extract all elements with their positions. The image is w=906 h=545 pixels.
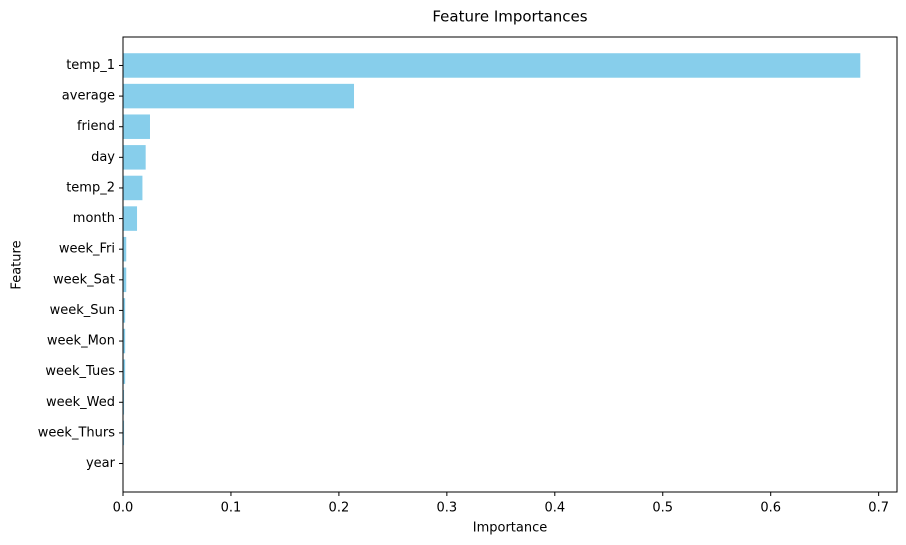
y-tick-label: temp_2 <box>66 180 115 195</box>
bar <box>123 359 126 384</box>
y-tick-label: week_Thurs <box>38 425 115 440</box>
bar <box>123 298 126 323</box>
bar <box>123 83 355 109</box>
y-tick-label: friend <box>77 119 115 134</box>
y-tick-label: week_Sat <box>53 272 115 287</box>
bar <box>123 206 138 231</box>
x-tick-label: 0.4 <box>544 501 565 516</box>
chart-title: Feature Importances <box>432 8 587 26</box>
x-tick-label: 0.5 <box>652 501 673 516</box>
y-tick-label: temp_1 <box>66 58 115 73</box>
bar <box>123 328 126 354</box>
y-tick-label: year <box>86 456 116 471</box>
plot-frame <box>122 36 898 493</box>
y-tick-label: week_Tues <box>45 364 115 379</box>
y-tick-label: month <box>73 211 115 226</box>
y-axis-label: Feature <box>10 240 25 289</box>
x-axis-label: Importance <box>473 521 548 536</box>
x-tick-label: 0.3 <box>437 501 458 516</box>
bar <box>123 420 125 446</box>
y-tick-label: average <box>62 89 115 104</box>
x-tick-label: 0.7 <box>868 501 889 516</box>
x-tick-label: 0.0 <box>113 501 134 516</box>
y-tick-label: week_Sun <box>50 303 115 318</box>
x-tick-label: 0.6 <box>760 501 781 516</box>
y-tick-label: day <box>91 150 115 165</box>
bar <box>123 267 127 293</box>
y-tick-label: week_Mon <box>47 334 115 349</box>
bar <box>123 114 150 139</box>
x-tick-label: 0.1 <box>221 501 242 516</box>
bar <box>123 390 125 415</box>
x-tick-label: 0.2 <box>329 501 350 516</box>
y-tick-label: week_Fri <box>59 242 115 257</box>
bar <box>123 145 146 170</box>
bar <box>123 175 143 201</box>
y-tick-label: week_Wed <box>46 395 115 410</box>
bar <box>123 236 127 262</box>
bar <box>123 53 861 78</box>
